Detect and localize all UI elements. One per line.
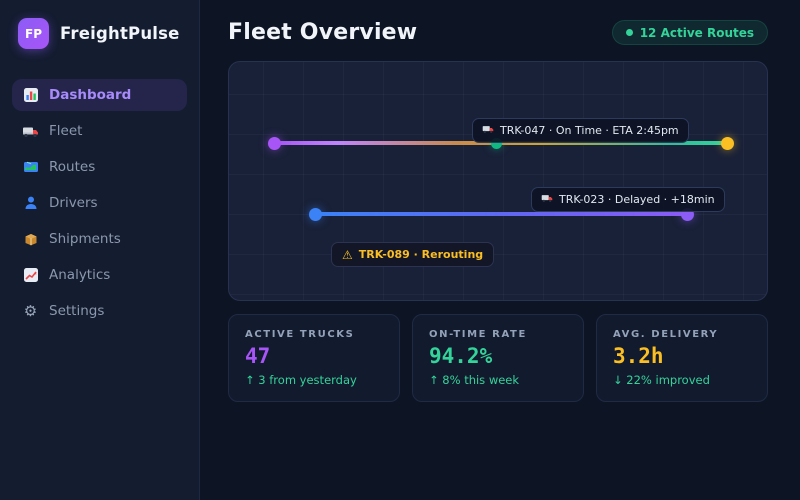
main-content: Fleet Overview 12 Active Routes TRK-047 … — [200, 0, 800, 500]
logo: FP — [18, 18, 49, 49]
stat-value: 94.2% — [429, 344, 493, 368]
tooltip-trk-047[interactable]: TRK-047 · On Time · ETA 2:45pm — [472, 118, 689, 143]
route-line-trk-023 — [315, 212, 687, 216]
bar-chart-icon — [22, 87, 39, 104]
stat-label: AVG. DELIVERY — [613, 329, 719, 340]
sidebar: FP FreightPulse Dashboard Fleet Routes — [0, 0, 200, 500]
warning-icon: ⚠ — [342, 247, 353, 262]
stat-delta: ↑ 8% this week — [429, 373, 520, 388]
sidebar-item-routes[interactable]: Routes — [12, 151, 187, 183]
tooltip-text: TRK-023 · Delayed · +18min — [559, 193, 715, 206]
map-icon — [22, 159, 39, 176]
sidebar-nav: Dashboard Fleet Routes Drivers Shipments — [12, 79, 187, 327]
stat-delta: ↓ 22% improved — [613, 373, 710, 388]
sidebar-item-fleet[interactable]: Fleet — [12, 115, 187, 147]
page-header: Fleet Overview 12 Active Routes — [228, 20, 768, 45]
package-icon — [22, 231, 39, 248]
sidebar-item-drivers[interactable]: Drivers — [12, 187, 187, 219]
alert-text: TRK-089 · Rerouting — [358, 248, 484, 261]
truck-icon — [22, 123, 39, 140]
sidebar-item-analytics[interactable]: Analytics — [12, 259, 187, 291]
person-icon — [22, 195, 39, 212]
active-routes-badge: 12 Active Routes — [611, 20, 768, 45]
sidebar-item-label: Settings — [49, 303, 105, 319]
route1-origin-marker[interactable] — [267, 136, 281, 150]
gear-icon: ⚙ — [23, 301, 38, 320]
sidebar-item-label: Dashboard — [49, 87, 132, 103]
brand-name: FreightPulse — [60, 24, 180, 43]
brand: FP FreightPulse — [12, 16, 187, 49]
tooltip-trk-023[interactable]: TRK-023 · Delayed · +18min — [531, 187, 725, 212]
route1-destination-marker[interactable] — [720, 136, 734, 150]
alert-trk-089[interactable]: ⚠ TRK-089 · Rerouting — [331, 242, 495, 267]
stat-value: 3.2h — [613, 344, 664, 368]
fleet-map-panel: TRK-047 · On Time · ETA 2:45pm TRK-023 ·… — [228, 61, 768, 301]
logo-text: FP — [25, 26, 42, 41]
sidebar-item-settings[interactable]: ⚙ Settings — [12, 295, 187, 327]
green-dot-icon — [625, 29, 633, 36]
stat-value: 47 — [245, 344, 271, 368]
sidebar-item-label: Analytics — [49, 267, 111, 283]
sidebar-item-label: Drivers — [49, 195, 98, 211]
sidebar-item-label: Fleet — [49, 123, 83, 139]
stat-card-avg-delivery: AVG. DELIVERY 3.2h ↓ 22% improved — [596, 314, 768, 402]
stat-card-active-trucks: ACTIVE TRUCKS 47 ↑ 3 from yesterday — [228, 314, 400, 402]
active-routes-label: 12 Active Routes — [639, 25, 754, 40]
route2-origin-marker[interactable] — [308, 207, 322, 221]
sidebar-item-shipments[interactable]: Shipments — [12, 223, 187, 255]
stats-row: ACTIVE TRUCKS 47 ↑ 3 from yesterday ON-T… — [228, 314, 768, 402]
page-title: Fleet Overview — [228, 20, 418, 45]
chart-up-icon — [22, 267, 39, 284]
truck-icon — [541, 192, 553, 207]
truck-icon — [482, 123, 494, 138]
stat-label: ACTIVE TRUCKS — [245, 329, 355, 340]
stat-card-on-time-rate: ON-TIME RATE 94.2% ↑ 8% this week — [412, 314, 584, 402]
sidebar-item-label: Routes — [49, 159, 96, 175]
route1-truck-marker[interactable] — [490, 137, 502, 149]
stat-delta: ↑ 3 from yesterday — [245, 373, 357, 388]
stat-label: ON-TIME RATE — [429, 329, 527, 340]
sidebar-item-label: Shipments — [49, 231, 121, 247]
tooltip-text: TRK-047 · On Time · ETA 2:45pm — [500, 124, 679, 137]
sidebar-item-dashboard[interactable]: Dashboard — [12, 79, 187, 111]
